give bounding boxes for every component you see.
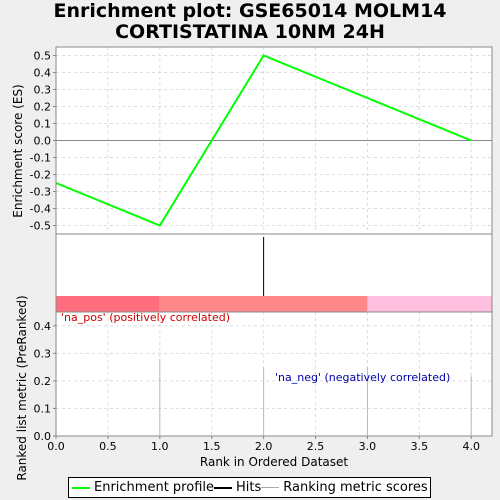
metric-y-tick-label-4: 0.0 bbox=[34, 430, 52, 443]
es-point-1 bbox=[159, 225, 161, 226]
legend-item-enrichment-profile: Enrichment profile bbox=[72, 480, 214, 495]
es-y-tick-label-10: -0.5 bbox=[30, 220, 51, 233]
es-point-4 bbox=[470, 140, 472, 141]
x-tick-label-0: 0.0 bbox=[47, 440, 65, 453]
metric-y-tick-label-0: 0.4 bbox=[34, 320, 52, 333]
es-y-axis-title: Enrichment score (ES) bbox=[11, 84, 25, 217]
x-tick-label-5: 2.5 bbox=[307, 440, 325, 453]
x-tick-label-3: 1.5 bbox=[203, 440, 221, 453]
legend-item-ranking-metric: Ranking metric scores bbox=[261, 480, 428, 495]
metric-y-tick-label-1: 0.3 bbox=[34, 347, 52, 360]
rank-color-segment-1 bbox=[159, 296, 368, 312]
rank-color-segment-0 bbox=[56, 296, 160, 312]
legend-item-hits: Hits bbox=[214, 480, 261, 495]
legend-label-ranking-metric: Ranking metric scores bbox=[283, 480, 428, 495]
metric-y-axis-title: Ranked list metric (PreRanked) bbox=[15, 295, 29, 480]
x-tick-label-4: 2.0 bbox=[255, 440, 273, 453]
es-y-tick-label-0: 0.5 bbox=[34, 50, 52, 63]
metric-y-tick-label-2: 0.2 bbox=[34, 375, 52, 388]
es-point-2 bbox=[263, 55, 265, 56]
es-y-tick-label-4: 0.1 bbox=[34, 118, 52, 131]
es-y-tick-label-8: -0.3 bbox=[30, 186, 51, 199]
x-tick-label-6: 3.0 bbox=[359, 440, 377, 453]
legend-swatch-hits bbox=[214, 486, 232, 489]
legend-swatch-ranking-metric bbox=[261, 487, 280, 488]
rank-color-segment-2 bbox=[367, 296, 492, 312]
x-tick-label-1: 0.5 bbox=[99, 440, 117, 453]
es-y-tick-label-3: 0.2 bbox=[34, 101, 52, 114]
legend-swatch-enrichment-profile bbox=[72, 486, 90, 489]
x-tick-label-8: 4.0 bbox=[462, 440, 480, 453]
hits-panel-background bbox=[56, 234, 492, 296]
es-y-tick-label-9: -0.4 bbox=[30, 203, 51, 216]
x-axis-title: Rank in Ordered Dataset bbox=[200, 455, 348, 469]
x-tick-label-2: 1.0 bbox=[151, 440, 169, 453]
positive-correlation-label: 'na_pos' (positively correlated) bbox=[61, 311, 230, 324]
es-y-tick-label-2: 0.3 bbox=[34, 84, 52, 97]
es-y-tick-label-6: -0.1 bbox=[30, 152, 51, 165]
legend-label-enrichment-profile: Enrichment profile bbox=[94, 480, 214, 495]
x-tick-label-7: 3.5 bbox=[411, 440, 429, 453]
metric-panel-border bbox=[55, 311, 493, 437]
es-y-tick-label-1: 0.4 bbox=[34, 67, 52, 80]
chart-title-line-1: Enrichment plot: GSE65014 MOLM14 bbox=[53, 0, 447, 22]
legend-label-hits: Hits bbox=[236, 480, 262, 495]
metric-y-tick-label-3: 0.1 bbox=[34, 402, 52, 415]
es-y-tick-label-5: 0.0 bbox=[34, 135, 52, 148]
chart-title: Enrichment plot: GSE65014 MOLM14 CORTIST… bbox=[0, 1, 500, 43]
chart-title-line-2: CORTISTATINA 10NM 24H bbox=[115, 21, 385, 43]
negative-correlation-label: 'na_neg' (negatively correlated) bbox=[275, 371, 450, 384]
chart-legend: Enrichment profile Hits Ranking metric s… bbox=[68, 477, 431, 498]
es-y-tick-label-7: -0.2 bbox=[30, 169, 51, 182]
es-point-3 bbox=[366, 97, 368, 99]
